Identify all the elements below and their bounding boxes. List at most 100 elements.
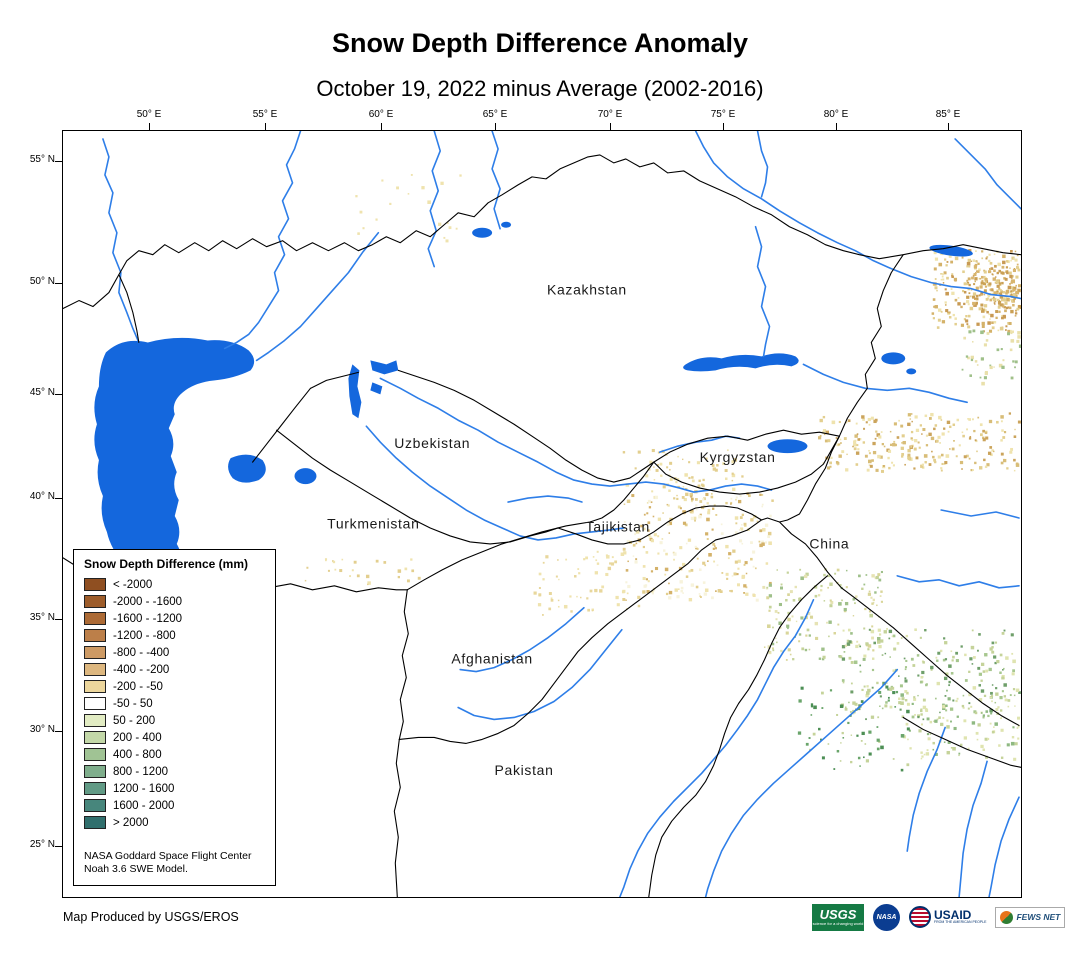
legend-swatch — [84, 595, 106, 608]
country-borders — [63, 154, 1021, 897]
longitude-tick-label: 85° E — [935, 109, 961, 120]
usaid-logo-tagline: FROM THE AMERICAN PEOPLE — [934, 920, 987, 925]
longitude-tick-label: 55° E — [252, 109, 278, 120]
latitude-tick-label: 25° N — [29, 839, 55, 850]
legend-entry-label: < -2000 — [113, 578, 153, 591]
lake-sarygamysh — [294, 468, 317, 485]
river — [988, 796, 1020, 897]
lake-tengiz-small — [501, 221, 512, 228]
nasa-logo: NASA — [873, 903, 900, 931]
border-kazakhstan-china — [838, 254, 904, 437]
lake-issyk-kul — [767, 439, 808, 454]
map-credit: Map Produced by USGS/EROS — [63, 910, 239, 924]
legend-swatch — [84, 578, 106, 591]
latitude-tick-label: 35° N — [29, 612, 55, 623]
river — [704, 668, 899, 897]
legend-entry-label: > 2000 — [113, 816, 149, 829]
river — [491, 131, 501, 230]
legend-entry-label: -50 - 50 — [113, 697, 153, 710]
legend-entry: -800 - -400 — [84, 644, 265, 661]
latitude-tick — [55, 497, 63, 499]
latitude-tick — [55, 845, 63, 847]
longitude-tick-label: 50° E — [136, 109, 162, 120]
border-afghanistan-tajikistan — [557, 505, 781, 545]
country-label-kyrgyzstan: Kyrgyzstan — [700, 449, 776, 465]
river — [507, 495, 583, 503]
legend-swatch — [84, 748, 106, 761]
border-uzbekistan-tajikistan — [557, 461, 655, 529]
lake-alakol-small — [906, 368, 917, 375]
legend: Snow Depth Difference (mm) < -2000 -2000 … — [73, 549, 276, 886]
aral-sea-west — [348, 364, 362, 419]
river — [940, 509, 1020, 519]
country-label-turkmenistan: Turkmenistan — [327, 516, 419, 532]
legend-title: Snow Depth Difference (mm) — [84, 557, 249, 571]
river — [459, 606, 585, 673]
legend-swatch — [84, 782, 106, 795]
legend-entry: 1600 - 2000 — [84, 797, 265, 814]
river — [619, 598, 815, 897]
legend-swatch — [84, 646, 106, 659]
latitude-tick — [55, 730, 63, 732]
longitude-tick-label: 80° E — [823, 109, 849, 120]
latitude-tick — [55, 618, 63, 620]
legend-entry-label: -2000 - -1600 — [113, 595, 183, 608]
usgs-logo-tagline: science for a changing world — [812, 921, 864, 926]
legend-entry: -1600 - -1200 — [84, 610, 265, 627]
page-subtitle: October 19, 2022 minus Average (2002-201… — [316, 76, 764, 101]
aral-sea-remnant — [370, 382, 383, 395]
border-iran-pakistan — [393, 738, 401, 897]
longitude-tick — [380, 123, 382, 131]
river — [754, 225, 771, 358]
longitude-tick — [148, 123, 150, 131]
longitude-tick-label: 70° E — [597, 109, 623, 120]
longitude-tick — [835, 123, 837, 131]
legend-entry-label: 400 - 800 — [113, 748, 162, 761]
latitude-tick-label: 55° N — [29, 154, 55, 165]
legend-note-line2: Noah 3.6 SWE Model. — [84, 863, 188, 876]
river — [379, 377, 773, 493]
legend-entry-label: 200 - 400 — [113, 731, 162, 744]
usgs-logo: USGS science for a changing world — [812, 903, 864, 931]
border-china-kyrgyzstan-tajikistan — [778, 435, 840, 523]
water-bodies — [94, 221, 973, 581]
river — [756, 131, 769, 198]
border-russia-kazakhstan — [63, 154, 1021, 310]
border-china-pakistan — [778, 521, 828, 573]
legend-entry: 50 - 200 — [84, 712, 265, 729]
lake-balkhash — [683, 353, 799, 372]
river — [102, 138, 140, 344]
longitude-tick-label: 75° E — [710, 109, 736, 120]
legend-entry: < -2000 — [84, 576, 265, 593]
legend-entries: < -2000 -2000 - -1600 -1600 - -1200 -1200 -… — [84, 576, 265, 831]
latitude-tick-label: 40° N — [29, 491, 55, 502]
legend-entry-label: -1200 - -800 — [113, 629, 176, 642]
border-kazakhstan-uzbekistan-west — [309, 371, 359, 389]
usaid-logo: USAID FROM THE AMERICAN PEOPLE — [909, 906, 986, 928]
river — [365, 425, 625, 541]
legend-entry: -200 - -50 — [84, 678, 265, 695]
river — [223, 131, 302, 350]
fewsnet-logo-text: FEWS NET — [1016, 912, 1061, 922]
aral-sea-north — [370, 360, 399, 375]
lake-alakol — [881, 352, 906, 365]
legend-entry: -2000 - -1600 — [84, 593, 265, 610]
border-iran-afghanistan — [398, 589, 409, 740]
river — [958, 760, 988, 897]
border-afghanistan-pakistan — [398, 519, 763, 744]
latitude-tick-label: 45° N — [29, 387, 55, 398]
country-label-afghanistan: Afghanistan — [451, 650, 532, 666]
longitude-tick — [947, 123, 949, 131]
river — [427, 131, 442, 268]
legend-swatch — [84, 629, 106, 642]
lake-tengiz — [472, 227, 493, 238]
kara-bogaz-gol — [228, 454, 266, 483]
legend-entry: 1200 - 1600 — [84, 780, 265, 797]
latitude-tick — [55, 160, 63, 162]
legend-entry-label: -800 - -400 — [113, 646, 170, 659]
legend-entry: -400 - -200 — [84, 661, 265, 678]
usaid-emblem-icon — [909, 906, 931, 928]
legend-entry: > 2000 — [84, 814, 265, 831]
longitude-tick-label: 60° E — [368, 109, 394, 120]
river — [694, 131, 1021, 300]
